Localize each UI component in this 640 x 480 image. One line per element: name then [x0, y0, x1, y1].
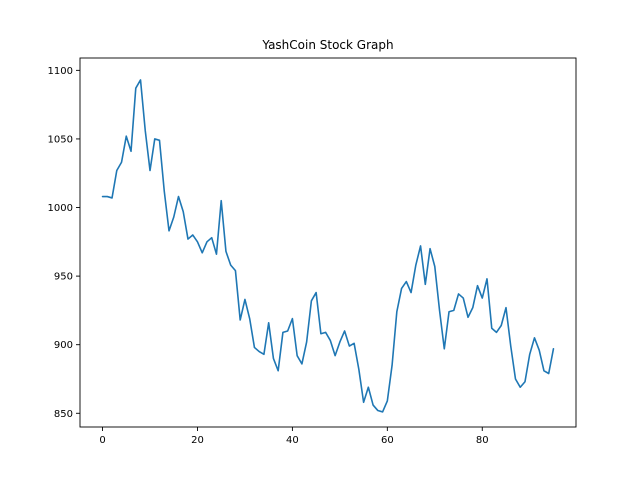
- y-tick-label: 1050: [48, 134, 73, 145]
- plot-area-frame: [79, 57, 577, 428]
- x-axis: 0 20 40 60 80: [99, 427, 489, 446]
- x-tick-label: 0: [99, 435, 105, 446]
- y-axis: 850 900 950 1000 1050 1100: [48, 66, 80, 420]
- y-tick-label: 900: [54, 340, 73, 351]
- y-tick-label: 1100: [48, 66, 73, 77]
- y-tick-label: 1000: [48, 203, 73, 214]
- x-tick-label: 40: [286, 435, 299, 446]
- x-tick-label: 80: [476, 435, 489, 446]
- series-line: [101, 79, 555, 413]
- chart-title: YashCoin Stock Graph: [261, 38, 393, 52]
- x-tick-label: 60: [381, 435, 394, 446]
- x-tick-label: 20: [191, 435, 204, 446]
- y-tick-label: 950: [54, 272, 73, 283]
- y-tick-label: 850: [54, 409, 73, 420]
